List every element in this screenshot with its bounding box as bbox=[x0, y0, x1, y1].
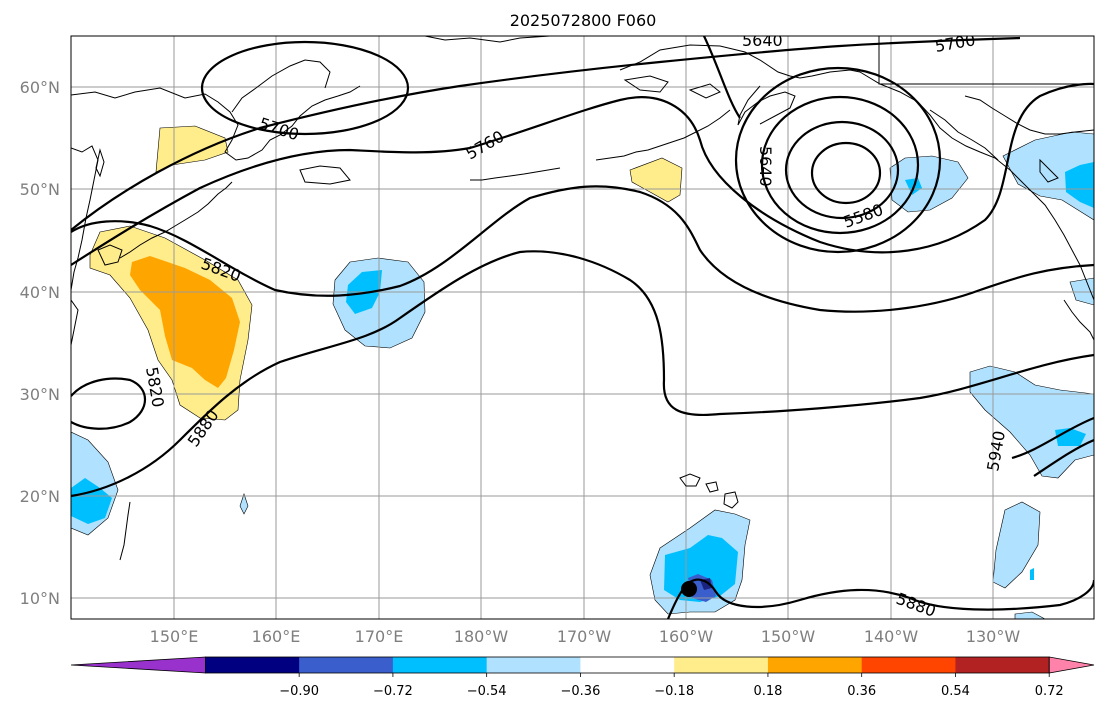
colorbar: −0.90 −0.72 −0.54 −0.36 −0.18 0.18 0.36 0.54 0.7… bbox=[70, 656, 1095, 699]
contour-label: 5640 bbox=[742, 31, 783, 50]
colorbar-segment bbox=[580, 657, 675, 673]
colorbar-segment bbox=[955, 657, 1050, 673]
lon-label: 130°W bbox=[966, 627, 1021, 646]
map-frame bbox=[70, 35, 1095, 620]
lat-label: 60°N bbox=[20, 78, 60, 97]
lon-label: 140°W bbox=[864, 627, 919, 646]
colorbar-tick-label: −0.72 bbox=[373, 684, 413, 699]
anomaly-fill-strong bbox=[71, 162, 1094, 602]
colorbar-tick-label: −0.54 bbox=[467, 684, 507, 699]
contour-label: 5640 bbox=[756, 146, 775, 187]
colorbar-frame bbox=[204, 656, 1050, 674]
map-panel: 5640 5700 5700 5760 5640 5580 5820 5820 … bbox=[71, 31, 1094, 619]
lat-label: 10°N bbox=[20, 589, 60, 608]
colorbar-tick-label: −0.36 bbox=[561, 684, 601, 699]
colorbar-tick-label: −0.90 bbox=[279, 684, 319, 699]
lat-label: 50°N bbox=[20, 180, 60, 199]
colorbar-tick-label: −0.18 bbox=[654, 684, 694, 699]
lon-label: 180°W bbox=[454, 627, 509, 646]
colorbar-extend-low bbox=[70, 656, 206, 674]
colorbar-tick-label: 0.18 bbox=[753, 684, 782, 699]
colorbar-segment bbox=[205, 657, 300, 673]
lon-label: 170°E bbox=[355, 627, 404, 646]
colorbar-segment bbox=[299, 657, 394, 673]
lat-label: 30°N bbox=[20, 385, 60, 404]
colorbar-tick-label: 0.36 bbox=[847, 684, 876, 699]
lon-label: 150°W bbox=[761, 627, 816, 646]
lon-label: 170°W bbox=[557, 627, 612, 646]
colorbar-segment bbox=[767, 657, 863, 673]
lon-label: 150°E bbox=[150, 627, 199, 646]
colorbar-segment bbox=[861, 657, 956, 673]
colorbar-segment bbox=[486, 657, 581, 673]
lat-label: 40°N bbox=[20, 283, 60, 302]
storm-center-marker bbox=[681, 581, 697, 597]
longitude-labels: 150°E 160°E 170°E 180°W 170°W 160°W 150°… bbox=[150, 627, 1021, 646]
lat-label: 20°N bbox=[20, 487, 60, 506]
lon-label: 160°E bbox=[252, 627, 301, 646]
latitude-labels: 60°N 50°N 40°N 30°N 20°N 10°N bbox=[20, 78, 60, 608]
colorbar-extend-high bbox=[1048, 656, 1095, 674]
colorbar-tick-label: 0.72 bbox=[1035, 684, 1064, 699]
lon-label: 160°W bbox=[659, 627, 714, 646]
colorbar-tick-label: 0.54 bbox=[941, 684, 970, 699]
colorbar-segment bbox=[674, 657, 769, 673]
map-title: 2025072800 F060 bbox=[510, 11, 657, 30]
colorbar-segment bbox=[392, 657, 488, 673]
height-contours bbox=[71, 36, 1094, 619]
